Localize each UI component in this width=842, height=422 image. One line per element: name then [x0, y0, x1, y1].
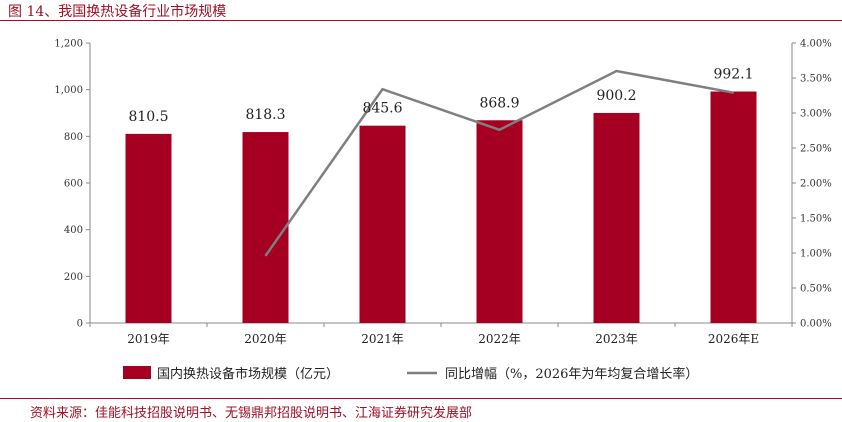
bar-data-label: 818.3 — [245, 107, 285, 123]
y-left-tick-label: 400 — [64, 225, 83, 236]
bar — [593, 112, 640, 323]
legend-swatch-bar — [123, 366, 151, 379]
source-note: 资料来源：佳能科技招股说明书、无锡鼎邦招股说明书、江海证券研究发展部 — [30, 406, 473, 421]
combo-chart: 0 200 400 600 800 1,000 1,200 0.00% 0.50% 1.00% 1.… — [54, 39, 831, 383]
bar — [242, 132, 289, 323]
line-layer — [264, 69, 734, 257]
figure-title: 图 14、我国换热设备行业市场规模 — [8, 4, 227, 20]
bar-data-label: 845.6 — [362, 101, 402, 117]
legend-label-bar: 国内换热设备市场规模（亿元） — [157, 366, 339, 382]
title-divider — [0, 20, 842, 21]
y-left-tick-label: 1,000 — [54, 85, 83, 96]
y-left-tick-label: 600 — [64, 179, 83, 190]
y-right-tick-label: 2.50% — [800, 144, 832, 155]
legend-label-line: 同比增幅（%，2026年为年均复合增长率） — [445, 366, 698, 382]
source-divider — [0, 398, 842, 399]
legend: 国内换热设备市场规模（亿元） 同比增幅（%，2026年为年均复合增长率） — [123, 366, 698, 382]
labels-layer: 810.5 818.3 845.6 868.9 900.2 992.1 — [128, 67, 753, 125]
bar — [476, 120, 523, 323]
line-point — [499, 129, 500, 131]
y-left-tick-label: 800 — [64, 132, 83, 143]
x-tick-label: 2022年 — [478, 332, 521, 346]
bar — [359, 125, 406, 324]
x-tick-label: 2026年E — [708, 332, 759, 346]
y-left-tick-label: 200 — [64, 272, 83, 283]
y-right-tick-label: 3.00% — [800, 109, 832, 120]
bar-data-label: 900.2 — [596, 88, 636, 104]
y-left-tick-label: 0 — [77, 319, 83, 330]
line-point — [265, 255, 266, 257]
x-tick-label: 2021年 — [361, 332, 404, 346]
y-left-tick-label: 1,200 — [54, 39, 83, 50]
line-point — [733, 92, 734, 94]
y-right-tick-label: 4.00% — [800, 39, 832, 50]
line-point — [382, 88, 383, 90]
bar — [125, 133, 172, 323]
y-right-tick-label: 3.50% — [800, 74, 832, 85]
line-point — [616, 70, 617, 72]
x-tick-label: 2023年 — [595, 332, 638, 346]
bar-data-label: 992.1 — [713, 67, 753, 83]
bar-data-label: 868.9 — [479, 95, 519, 111]
x-tick-label: 2019年 — [127, 332, 170, 346]
x-tick-label: 2020年 — [244, 332, 287, 346]
axes-layer: 0 200 400 600 800 1,000 1,200 0.00% 0.50% 1.00% 1.… — [54, 39, 831, 347]
y-right-tick-label: 1.50% — [800, 214, 832, 225]
bar-data-label: 810.5 — [128, 109, 168, 125]
bars-layer — [125, 91, 757, 324]
y-right-tick-label: 1.00% — [800, 249, 832, 260]
y-right-tick-label: 2.00% — [800, 179, 832, 190]
y-right-tick-label: 0.00% — [800, 319, 832, 330]
bar — [710, 91, 757, 323]
y-right-tick-label: 0.50% — [800, 284, 832, 295]
